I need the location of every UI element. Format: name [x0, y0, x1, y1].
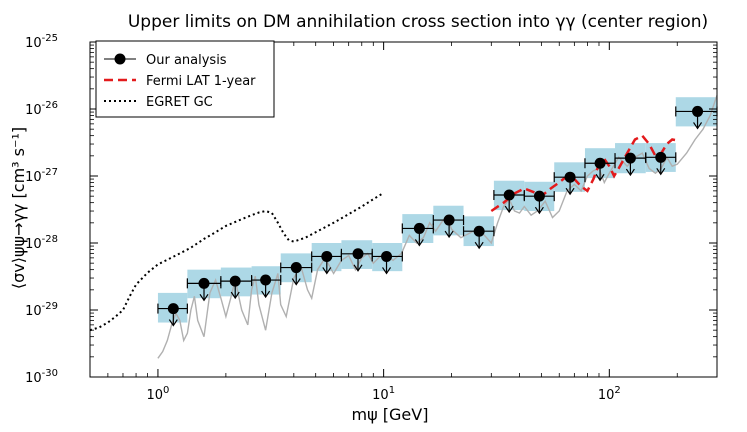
data-point [260, 274, 272, 286]
down-arrow-icon [444, 230, 454, 239]
data-point [594, 157, 606, 169]
x-tick-label-exponent: 0 [163, 385, 169, 396]
data-point [443, 214, 455, 226]
x-tick-label-exponent: 1 [389, 385, 395, 396]
egret-gc-line [89, 192, 385, 332]
x-tick-label-exponent: 2 [614, 385, 620, 396]
down-arrow-icon [534, 206, 544, 215]
data-point [229, 275, 241, 287]
chart-title: Upper limits on DM annihilation cross se… [128, 12, 708, 32]
down-arrow-icon [504, 205, 514, 214]
data-point [167, 303, 179, 315]
x-axis-label: mψ [GeV] [352, 405, 429, 424]
data-point [473, 225, 485, 237]
down-arrow-icon [168, 319, 178, 327]
down-arrow-icon [322, 267, 332, 275]
data-point [624, 152, 636, 164]
y-tick-label: 10-29 [25, 301, 58, 319]
egret-gc-layer [89, 192, 385, 332]
legend-label-egret: EGRET GC [146, 95, 213, 110]
data-point [290, 262, 302, 274]
x-tick-label: 101 [372, 385, 395, 403]
x-tick-label: 100 [146, 385, 169, 403]
y-tick-label: 10-28 [25, 234, 58, 252]
legend: Our analysis Fermi LAT 1-year EGRET GC [95, 40, 275, 118]
down-arrow-icon [261, 290, 271, 299]
down-arrow-icon [291, 278, 301, 286]
data-point [198, 277, 210, 289]
data-point [692, 105, 704, 117]
down-arrow-icon [414, 239, 424, 247]
uncertainty-bands [157, 97, 717, 323]
down-arrow-icon [353, 264, 363, 272]
y-tick-label: 10-27 [25, 167, 58, 185]
data-point [352, 248, 364, 260]
y-tick-label: 10-30 [25, 368, 58, 386]
y-tick-label: 10-25 [25, 33, 58, 51]
down-arrow-icon [199, 294, 209, 302]
down-arrow-icon [474, 241, 484, 250]
y-tick-label: 10-26 [25, 100, 58, 118]
data-point [655, 151, 667, 163]
y-tick-label-exponent: -28 [42, 234, 58, 245]
data-point [503, 189, 515, 201]
axes-frame [89, 41, 718, 378]
x-tick-label: 102 [598, 385, 621, 403]
y-tick-label-exponent: -26 [42, 100, 58, 111]
plot-frame [89, 41, 718, 378]
expected-limit-line [157, 95, 718, 359]
down-arrow-icon [565, 187, 575, 196]
legend-dot-icon [114, 53, 126, 65]
down-arrow-icon [625, 168, 635, 177]
legend-label-our-analysis: Our analysis [146, 53, 227, 68]
expected-limit-layer [157, 95, 718, 359]
y-tick-label-exponent: -29 [42, 301, 58, 312]
down-arrow-icon [230, 291, 240, 300]
down-arrow-icon [693, 122, 703, 130]
down-arrow-icon [382, 267, 392, 275]
data-point [564, 171, 576, 183]
y-tick-label-exponent: -25 [42, 33, 58, 44]
y-tick-label-exponent: -27 [42, 167, 58, 178]
y-axis-label: ⟨σv⟩ψψ→γγ [cm³ s⁻¹] [9, 127, 28, 289]
data-point [413, 222, 425, 234]
y-tick-label-exponent: -30 [42, 368, 58, 379]
data-point [533, 190, 545, 202]
data-point [321, 250, 333, 262]
down-arrow-icon [595, 173, 605, 182]
our-analysis-layer [157, 105, 718, 327]
legend-label-fermi: Fermi LAT 1-year [146, 74, 256, 89]
down-arrow-icon [656, 167, 666, 176]
data-point [381, 250, 393, 262]
